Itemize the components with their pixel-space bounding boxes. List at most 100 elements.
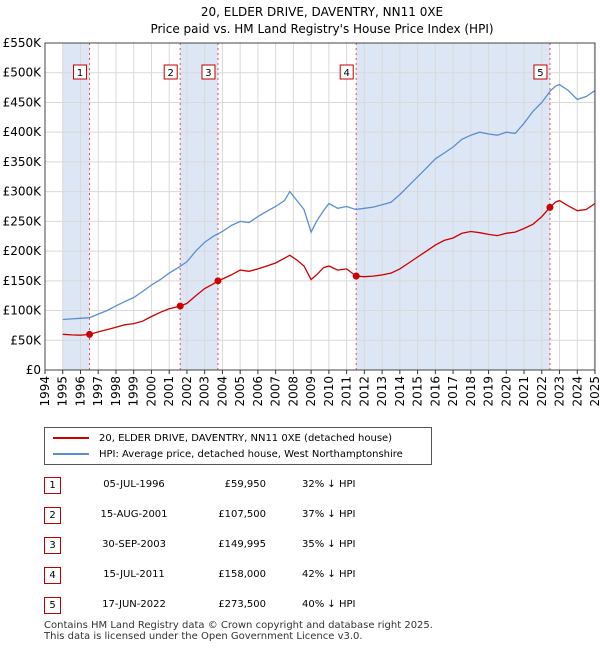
shaded-period	[180, 43, 218, 370]
legend-swatch-hpi	[53, 453, 89, 455]
y-tick-label: £400K	[3, 125, 43, 139]
sale-marker-badge	[201, 64, 216, 80]
y-tick-label: £250K	[3, 214, 43, 228]
y-tick-label: £100K	[3, 304, 43, 318]
shaded-period	[593, 43, 595, 370]
x-tick-label: 1995	[56, 376, 70, 407]
x-tick-label: 1994	[38, 376, 52, 407]
sale-number-badge: 5	[44, 597, 61, 614]
x-tick-label: 1998	[109, 376, 123, 407]
sale-marker-label: 3	[205, 68, 211, 79]
x-tick-label: 2011	[340, 376, 354, 407]
sale-date: 17-JUN-2022	[102, 599, 166, 610]
x-tick-label: 2009	[304, 376, 318, 407]
x-tick-label: 2021	[517, 376, 531, 407]
sale-price: £273,500	[218, 599, 266, 610]
x-tick-label: 2018	[464, 376, 478, 407]
x-tick-label: 2008	[286, 376, 300, 407]
legend-item-hpi: HPI: Average price, detached house, West…	[53, 447, 403, 461]
x-tick-label: 2006	[251, 376, 265, 407]
sale-date: 15-JUL-2011	[103, 569, 165, 580]
sale-price: £149,995	[218, 539, 266, 550]
x-tick-label: 2004	[215, 376, 229, 407]
x-tick-label: 2024	[570, 376, 584, 407]
sale-marker-badge	[73, 64, 88, 80]
x-tick-label: 2023	[553, 376, 567, 407]
x-tick-label: 2007	[269, 376, 283, 407]
y-tick-label: £350K	[3, 155, 43, 169]
sale-marker-label: 5	[537, 68, 543, 79]
sale-hpi-diff: 40% ↓ HPI	[302, 599, 356, 610]
table-row: 4 15-JUL-2011 £158,000 42% ↓ HPI	[44, 567, 404, 587]
plot-frame	[44, 42, 596, 371]
sale-hpi-diff: 42% ↓ HPI	[302, 569, 356, 580]
y-tick-label: £0	[26, 363, 41, 377]
sale-marker-badge	[533, 64, 548, 80]
y-tick-label: £450K	[3, 95, 43, 109]
shaded-period	[62, 43, 90, 370]
x-tick-label: 2010	[322, 376, 336, 407]
sale-date: 05-JUL-1996	[103, 479, 165, 490]
y-tick-label: £300K	[3, 185, 43, 199]
x-tick-label: 1996	[73, 376, 87, 407]
legend-label-hpi: HPI: Average price, detached house, West…	[99, 448, 403, 460]
x-tick-label: 2019	[482, 376, 496, 407]
x-tick-label: 2012	[357, 376, 371, 407]
x-tick-label: 2022	[535, 376, 549, 407]
x-tick-label: 2000	[144, 376, 158, 407]
chart-subtitle: Price paid vs. HM Land Registry's House …	[150, 22, 493, 36]
x-tick-label: 2014	[393, 376, 407, 407]
sale-point	[352, 272, 360, 280]
sale-marker-badge	[163, 64, 178, 80]
sale-price: £107,500	[218, 509, 266, 520]
sale-marker-label: 2	[168, 68, 174, 79]
sale-hpi-diff: 32% ↓ HPI	[302, 479, 356, 490]
sale-hpi-diff: 37% ↓ HPI	[302, 509, 356, 520]
sale-number-badge: 4	[44, 567, 61, 584]
x-tick-label: 2001	[162, 376, 176, 407]
table-row: 5 17-JUN-2022 £273,500 40% ↓ HPI	[44, 597, 404, 617]
footer-line: Contains HM Land Registry data © Crown c…	[44, 620, 433, 631]
sale-price: £158,000	[218, 569, 266, 580]
x-tick-label: 2005	[233, 376, 247, 407]
chart-title: 20, ELDER DRIVE, DAVENTRY, NN11 0XE	[201, 5, 443, 19]
footer-attribution: Contains HM Land Registry data © Crown c…	[44, 620, 433, 642]
sale-marker-label: 1	[77, 68, 83, 79]
x-tick-label: 2017	[446, 376, 460, 407]
sale-point	[86, 330, 94, 338]
y-tick-label: £550K	[3, 36, 43, 50]
y-tick-label: £500K	[3, 66, 43, 80]
x-tick-label: 2016	[428, 376, 442, 407]
legend-swatch-property	[53, 437, 89, 439]
y-tick-label: £150K	[3, 274, 43, 288]
price-chart: 20, ELDER DRIVE, DAVENTRY, NN11 0XE Pric…	[3, 5, 600, 407]
sale-hpi-diff: 35% ↓ HPI	[302, 539, 356, 550]
sale-date: 15-AUG-2001	[100, 509, 168, 520]
table-row: 1 05-JUL-1996 £59,950 32% ↓ HPI	[44, 477, 404, 497]
legend-label-property: 20, ELDER DRIVE, DAVENTRY, NN11 0XE (det…	[99, 432, 393, 444]
x-tick-label: 2025	[588, 376, 600, 407]
sale-number-badge: 3	[44, 537, 61, 554]
table-row: 2 15-AUG-2001 £107,500 37% ↓ HPI	[44, 507, 404, 527]
table-row: 3 30-SEP-2003 £149,995 35% ↓ HPI	[44, 537, 404, 557]
sale-marker-badge	[339, 64, 354, 80]
x-tick-label: 2003	[198, 376, 212, 407]
series-line-hpi	[62, 83, 596, 321]
x-tick-label: 2002	[180, 376, 194, 407]
sale-date: 30-SEP-2003	[102, 539, 166, 550]
sale-point	[176, 302, 184, 310]
x-tick-label: 2015	[411, 376, 425, 407]
chart-legend: 20, ELDER DRIVE, DAVENTRY, NN11 0XE (det…	[44, 427, 432, 465]
sale-point	[214, 277, 222, 285]
sale-number-badge: 1	[44, 477, 61, 494]
x-tick-label: 1997	[91, 376, 105, 407]
x-tick-label: 2020	[499, 376, 513, 407]
sale-marker-label: 4	[344, 68, 350, 79]
x-tick-label: 1999	[127, 376, 141, 407]
sale-point	[546, 203, 554, 211]
legend-item-property: 20, ELDER DRIVE, DAVENTRY, NN11 0XE (det…	[53, 431, 392, 445]
series-line-property	[62, 199, 596, 336]
footer-line: This data is licensed under the Open Gov…	[44, 631, 363, 642]
sale-number-badge: 2	[44, 507, 61, 524]
sale-price: £59,950	[224, 479, 266, 490]
